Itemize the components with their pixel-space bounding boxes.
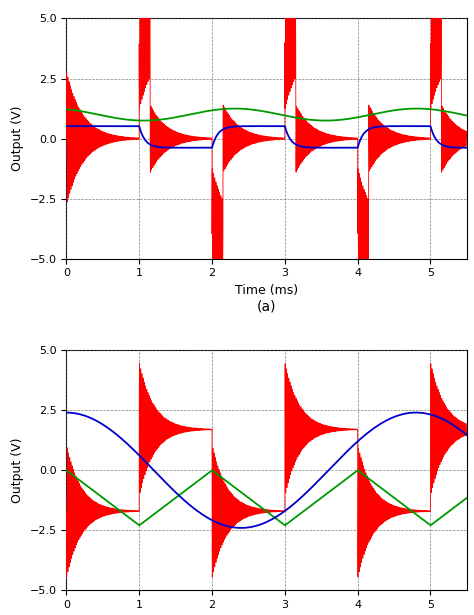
Y-axis label: Output (V): Output (V) [11, 106, 24, 172]
X-axis label: Time (ms): Time (ms) [235, 284, 298, 297]
Y-axis label: Output (V): Output (V) [11, 437, 24, 503]
Text: (a): (a) [257, 300, 276, 314]
